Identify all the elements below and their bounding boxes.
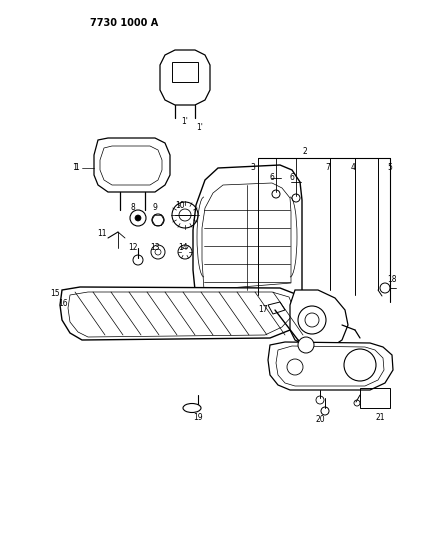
Polygon shape: [160, 50, 210, 105]
Polygon shape: [68, 292, 293, 337]
Text: 1': 1': [196, 123, 203, 132]
Text: 1': 1': [181, 117, 188, 126]
Text: 4: 4: [351, 163, 355, 172]
Text: 18: 18: [387, 276, 397, 285]
Text: 21: 21: [375, 414, 385, 423]
Polygon shape: [193, 165, 302, 305]
Circle shape: [135, 215, 141, 221]
Polygon shape: [268, 302, 285, 314]
Text: 19: 19: [193, 414, 203, 423]
Text: 9: 9: [152, 204, 158, 213]
Text: 7: 7: [326, 163, 330, 172]
Text: 3: 3: [250, 163, 256, 172]
Text: 16: 16: [58, 298, 68, 308]
Text: 6: 6: [270, 173, 274, 182]
Text: 5: 5: [388, 163, 392, 172]
Text: 7730 1000 A: 7730 1000 A: [90, 18, 158, 28]
Text: 1: 1: [72, 164, 77, 173]
Text: 10: 10: [175, 200, 185, 209]
Text: 11: 11: [97, 229, 107, 238]
Text: 13: 13: [150, 244, 160, 253]
Text: 6: 6: [290, 173, 294, 182]
Text: 12: 12: [128, 244, 138, 253]
Polygon shape: [268, 342, 393, 390]
Text: 8: 8: [131, 204, 135, 213]
Polygon shape: [94, 138, 170, 192]
Text: 2: 2: [303, 148, 307, 157]
Polygon shape: [202, 183, 291, 290]
Text: 1: 1: [74, 164, 79, 173]
Text: 15: 15: [50, 288, 60, 297]
Circle shape: [298, 337, 314, 353]
Text: 14: 14: [178, 244, 188, 253]
Text: 17: 17: [258, 305, 268, 314]
Ellipse shape: [183, 403, 201, 413]
Polygon shape: [60, 287, 302, 340]
Polygon shape: [290, 290, 348, 348]
Text: 20: 20: [315, 416, 325, 424]
